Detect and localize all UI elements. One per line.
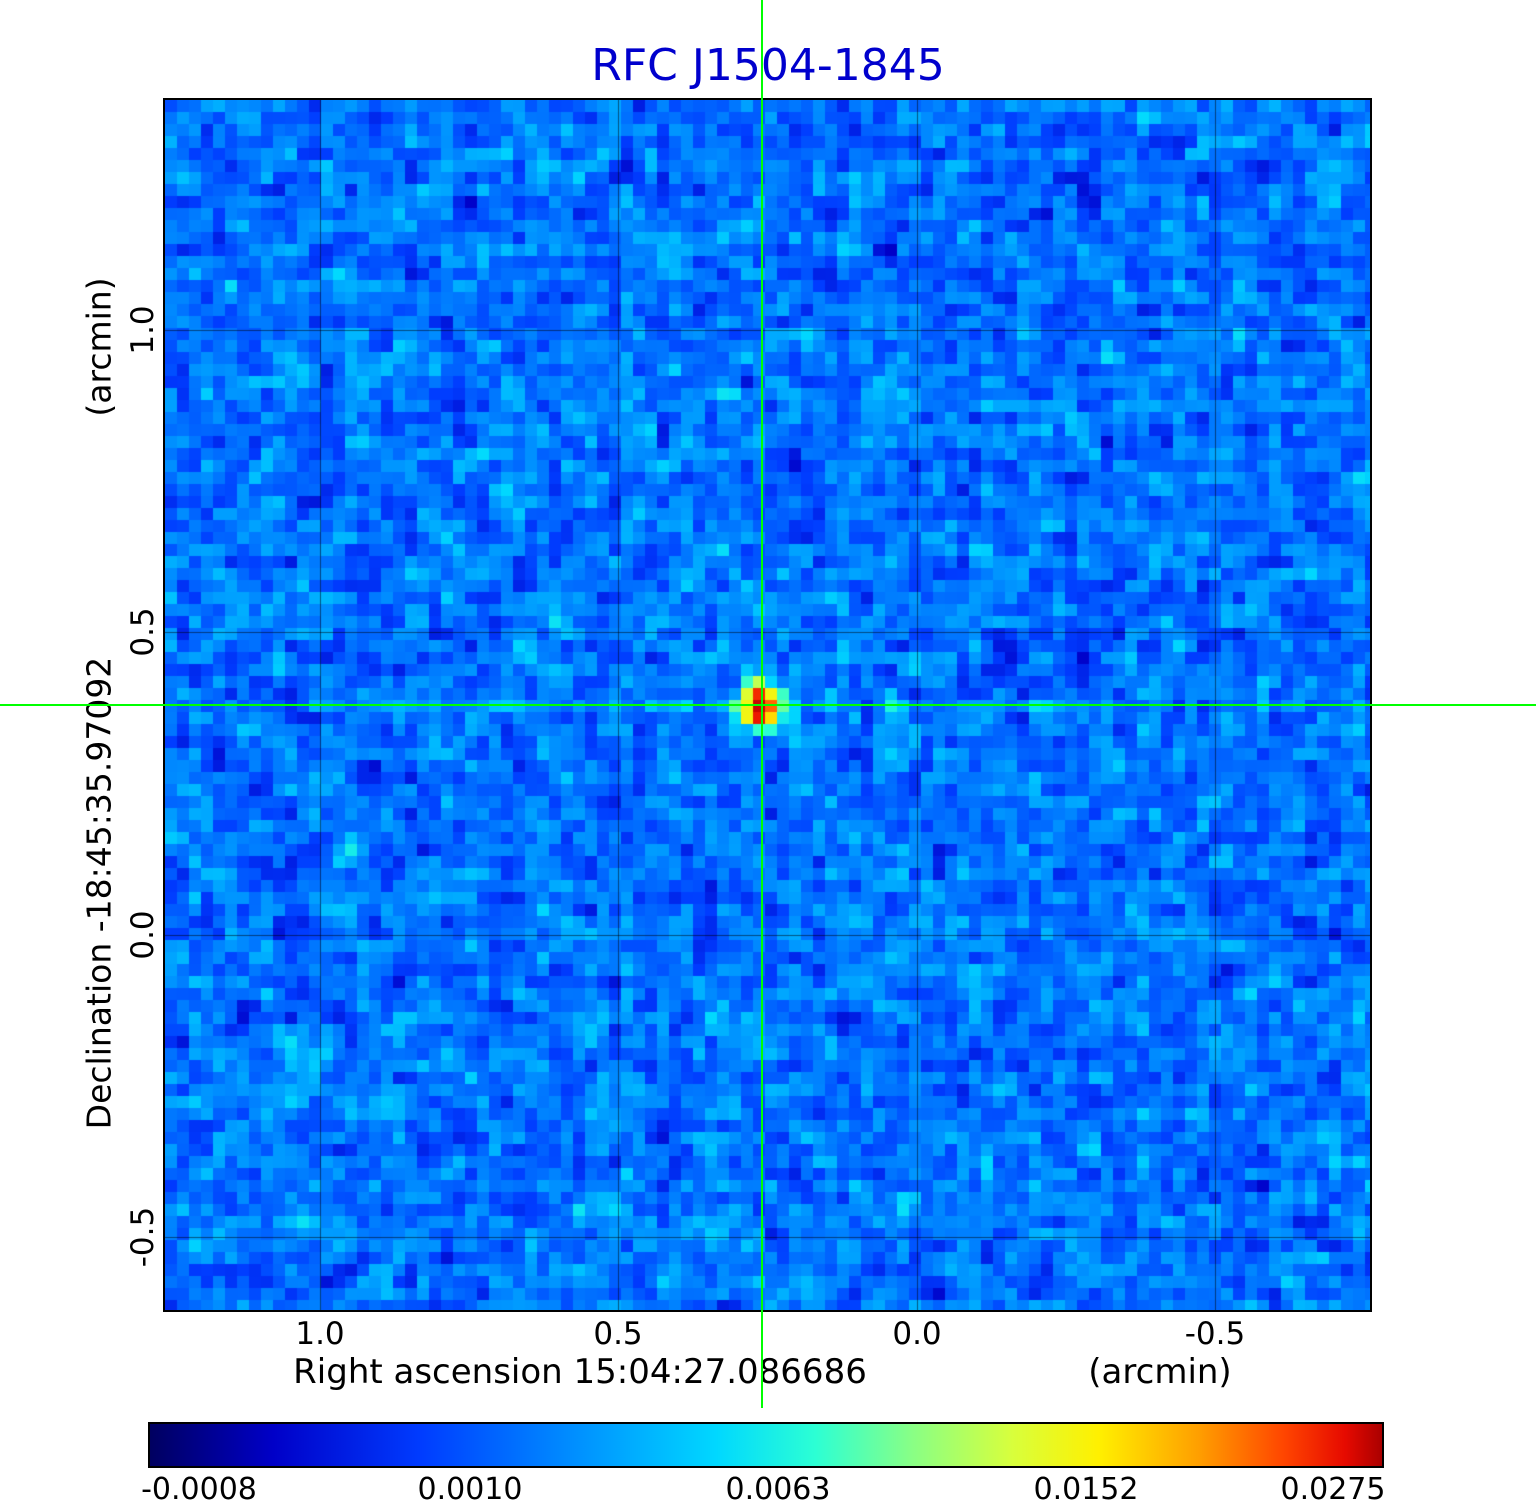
colorbar-tick-label: 0.0275 <box>1280 1472 1386 1507</box>
colorbar-tick-label: -0.0008 <box>141 1472 257 1507</box>
y-tick-label: 0.5 <box>125 607 161 657</box>
x-tick-label: 0.5 <box>593 1316 643 1352</box>
x-axis-unit-label: (arcmin) <box>1088 1352 1232 1392</box>
x-tick-label: 1.0 <box>295 1316 345 1352</box>
crosshair-horizontal-line <box>0 704 1536 706</box>
colorbar-tick-label: 0.0010 <box>417 1472 523 1507</box>
y-tick-label: -0.5 <box>125 1206 161 1268</box>
colorbar-tick-label: 0.0063 <box>725 1472 831 1507</box>
y-tick-label: 0.0 <box>125 910 161 960</box>
colorbar <box>148 1422 1384 1468</box>
x-axis-label: Right ascension 15:04:27.086686 <box>293 1352 867 1392</box>
colorbar-tick-label: 0.0152 <box>1033 1472 1139 1507</box>
x-tick-label: 0.0 <box>892 1316 942 1352</box>
figure-title: RFC J1504-1845 <box>591 40 945 91</box>
x-tick-label: -0.5 <box>1184 1316 1246 1352</box>
y-tick-label: 1.0 <box>125 305 161 355</box>
y-axis-label: Declination -18:45:35.97092 <box>79 656 119 1130</box>
y-axis-unit-label: (arcmin) <box>79 277 119 417</box>
